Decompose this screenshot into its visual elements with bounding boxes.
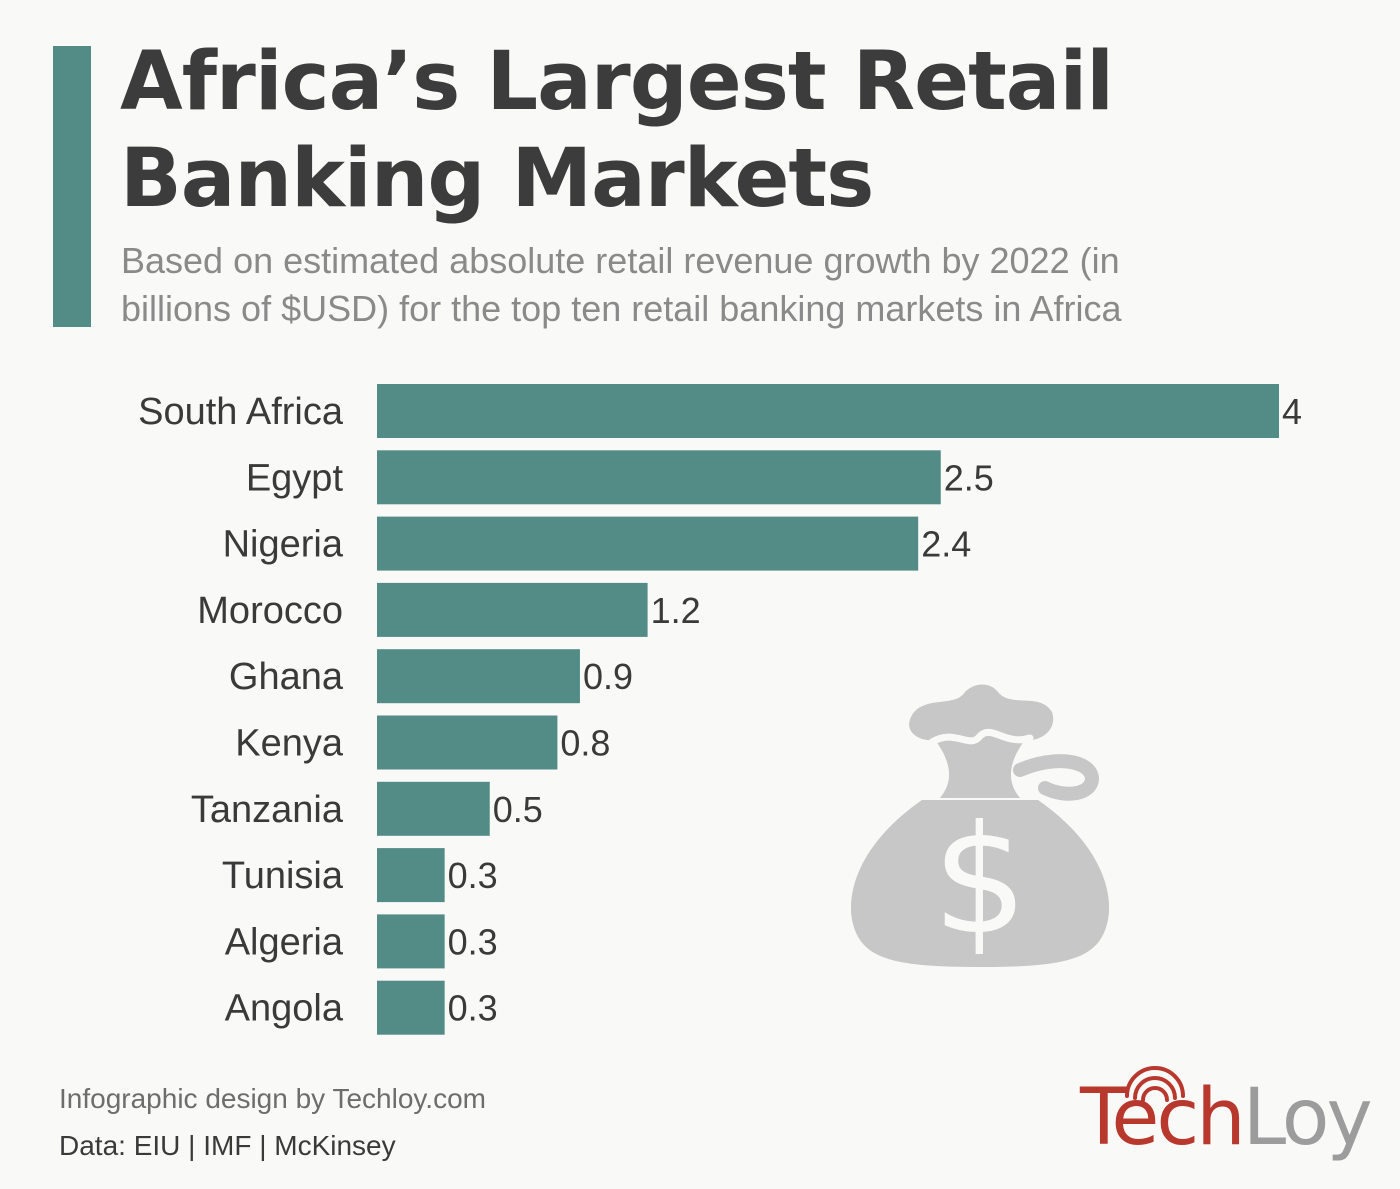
category-label-tunisia: Tunisia [222, 855, 344, 897]
category-label-ghana: Ghana [229, 656, 344, 698]
value-label-tunisia: 0.3 [448, 855, 498, 896]
value-label-nigeria: 2.4 [921, 524, 971, 565]
bar-algeria [377, 914, 445, 969]
category-label-nigeria: Nigeria [223, 524, 344, 566]
subtitle-line-2: billions of $USD) for the top ten retail… [121, 288, 1122, 329]
title-line-2: Banking Markets [120, 132, 874, 226]
value-label-south-africa: 4 [1282, 391, 1302, 432]
category-label-angola: Angola [225, 988, 344, 1030]
subtitle-line-1: Based on estimated absolute retail reven… [121, 240, 1120, 281]
value-label-morocco: 1.2 [651, 590, 701, 631]
value-label-egypt: 2.5 [944, 457, 994, 498]
value-label-algeria: 0.3 [448, 921, 498, 962]
dollar-sign: $ [932, 794, 1027, 968]
bar-egypt [377, 450, 941, 505]
category-label-kenya: Kenya [235, 723, 344, 765]
logo-tech: Tech [1080, 1073, 1246, 1163]
bar-south-africa [377, 384, 1279, 438]
bar-ghana [377, 649, 580, 704]
title-line-1: Africa’s Largest Retail [120, 35, 1114, 129]
value-label-angola: 0.3 [448, 988, 498, 1029]
bar-tanzania [377, 781, 490, 836]
page-title: Africa’s Largest Retail Banking Markets [120, 34, 1370, 228]
accent-bar [53, 46, 91, 327]
money-bag-icon: $ [850, 684, 1110, 968]
value-label-ghana: 0.9 [583, 656, 633, 697]
bar-series: South Africa 4 Egypt 2.5 Nigeria 2.4 Morocco 1.… [138, 384, 1302, 1035]
signal-arcs-icon [1125, 1066, 1185, 1102]
bar-angola [377, 980, 445, 1035]
value-label-tanzania: 0.5 [493, 789, 543, 830]
subtitle: Based on estimated absolute retail reven… [121, 237, 1381, 333]
logo-loy: Loy [1242, 1073, 1373, 1163]
source-text: Data: EIU | IMF | McKinsey [59, 1130, 396, 1161]
bar-tunisia [377, 848, 445, 903]
credit-text: Infographic design by Techloy.com [59, 1083, 486, 1114]
bar-morocco [377, 582, 648, 637]
category-label-egypt: Egypt [246, 457, 344, 499]
category-label-south-africa: South Africa [138, 391, 344, 433]
bar-kenya [377, 715, 558, 770]
techloy-logo: TechLoy [1080, 1073, 1373, 1163]
category-label-morocco: Morocco [197, 590, 343, 632]
bar-nigeria [377, 516, 919, 571]
money-bag-shape [850, 684, 1110, 967]
category-label-tanzania: Tanzania [191, 789, 344, 831]
category-label-algeria: Algeria [225, 921, 344, 963]
value-label-kenya: 0.8 [560, 723, 610, 764]
